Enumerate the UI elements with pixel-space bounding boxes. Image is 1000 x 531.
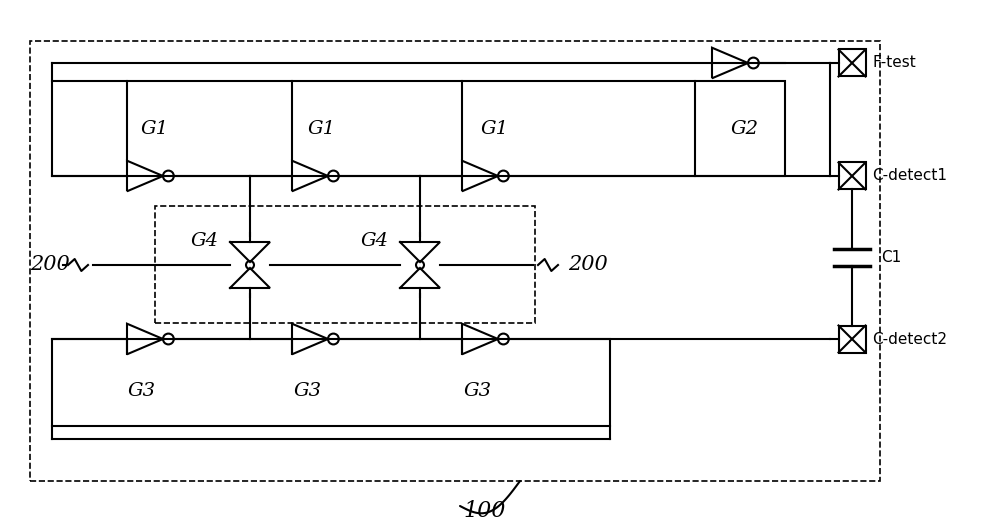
- Text: C1: C1: [881, 250, 901, 265]
- Text: C-detect1: C-detect1: [872, 168, 948, 184]
- Bar: [52, 339, 610, 426]
- Bar: [838, 326, 866, 353]
- Text: F-test: F-test: [872, 56, 916, 71]
- Bar: [155, 206, 535, 323]
- Text: G4: G4: [361, 232, 389, 250]
- Text: G4: G4: [191, 232, 219, 250]
- Text: G2: G2: [731, 120, 759, 138]
- Bar: [838, 49, 866, 76]
- Text: G1: G1: [308, 120, 336, 138]
- Text: 200: 200: [30, 255, 70, 275]
- Text: G3: G3: [464, 382, 492, 400]
- Text: G3: G3: [128, 382, 156, 400]
- Bar: [52, 81, 785, 176]
- Text: C-detect2: C-detect2: [872, 331, 948, 347]
- Bar: [30, 41, 880, 481]
- Text: G1: G1: [481, 120, 509, 138]
- Text: 200: 200: [568, 255, 608, 275]
- Bar: [838, 162, 866, 190]
- Text: G1: G1: [141, 120, 169, 138]
- Text: G3: G3: [294, 382, 322, 400]
- Text: 100: 100: [464, 500, 506, 522]
